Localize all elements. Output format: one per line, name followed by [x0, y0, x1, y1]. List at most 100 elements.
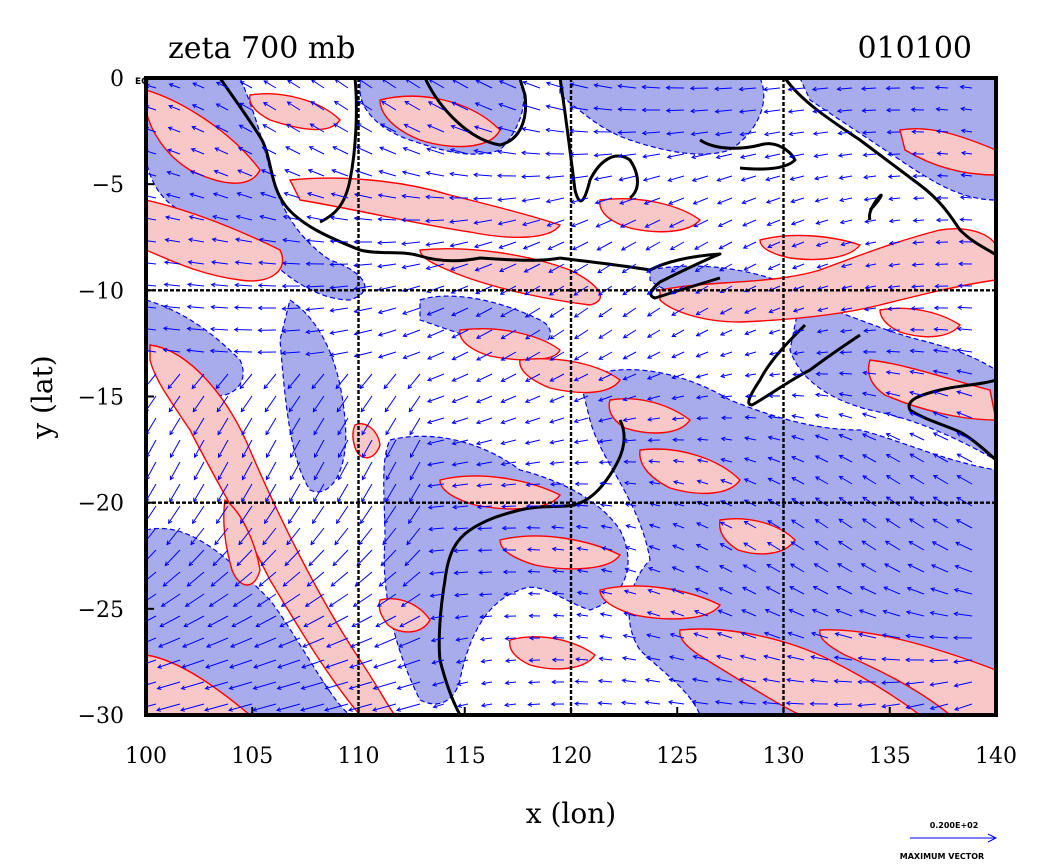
wind-vector-head	[816, 329, 822, 334]
wind-vector-head	[325, 664, 331, 669]
wind-vector	[146, 240, 157, 243]
wind-vector-head	[885, 453, 891, 459]
wind-vector	[906, 703, 925, 709]
wind-vector-head	[480, 702, 486, 708]
wind-vector-head	[184, 602, 190, 607]
wind-vector-head	[861, 540, 867, 545]
wind-vector-head	[622, 334, 628, 339]
wind-vector	[550, 395, 565, 403]
x-axis-ticks: 100 105 110 115 120 125 130 135 140	[125, 707, 1017, 769]
wind-vector-head	[305, 261, 311, 267]
wind-vector	[668, 701, 685, 705]
wind-vector	[745, 351, 757, 356]
wind-vector-head	[282, 214, 288, 220]
wind-vector	[217, 483, 229, 502]
wind-vector-head	[552, 635, 558, 641]
wind-vector	[451, 307, 469, 316]
wind-vector	[909, 412, 925, 419]
wind-vector-head	[934, 283, 940, 289]
wind-vector	[834, 680, 853, 683]
wind-vector-head	[449, 171, 455, 177]
wind-vector	[769, 351, 781, 355]
wind-vector	[672, 417, 685, 420]
wind-vector	[505, 637, 517, 640]
wind-vector-head	[912, 218, 918, 223]
wind-vector-head	[641, 130, 647, 136]
wind-vector-head	[304, 602, 310, 607]
wind-vector	[863, 175, 877, 179]
wind-vector	[403, 571, 421, 587]
wind-vector	[741, 175, 757, 181]
wind-vector	[744, 499, 757, 507]
wind-vector-head	[432, 703, 438, 709]
wind-vector	[574, 307, 589, 318]
wind-vector	[577, 591, 589, 595]
wind-vector-head	[498, 80, 504, 85]
wind-vector-head	[528, 635, 534, 641]
wind-vector	[165, 239, 181, 243]
y-tick-label--10: −10	[78, 279, 124, 304]
wind-vector-head	[864, 285, 870, 290]
wind-vector-head	[449, 243, 455, 248]
wind-vector-head	[330, 582, 336, 587]
vector-legend: 0.200E+02 MAXIMUM VECTOR	[900, 821, 998, 861]
wind-vector-head	[765, 586, 771, 591]
wind-vector	[647, 351, 661, 359]
wind-vector	[742, 197, 757, 204]
wind-vector	[817, 263, 829, 269]
wind-vector	[742, 586, 757, 595]
wind-vector-head	[404, 100, 410, 106]
wind-vector-head	[276, 685, 282, 690]
wind-vector	[792, 415, 805, 419]
wind-vector-head	[210, 582, 216, 587]
wind-vector-head	[623, 459, 629, 465]
wind-vector-head	[377, 332, 383, 337]
wind-vector-head	[253, 664, 259, 669]
wind-vector-head	[241, 430, 246, 436]
wind-vector-head	[789, 586, 795, 591]
wind-vector-head	[472, 196, 478, 202]
wind-vector-head	[157, 664, 163, 669]
wind-vector-head	[619, 200, 625, 205]
wind-vector	[476, 373, 493, 382]
wind-vector	[410, 439, 421, 458]
wind-vector-head	[522, 245, 528, 250]
wind-vector-head	[212, 561, 218, 567]
wind-vector-head	[430, 615, 436, 621]
wind-vector	[255, 615, 277, 627]
wind-vector	[180, 703, 205, 711]
wind-vector	[764, 131, 781, 136]
wind-vector	[188, 238, 205, 243]
wind-vector	[476, 329, 493, 339]
wind-vector	[623, 351, 637, 360]
y-tick-label-0: 0	[110, 67, 124, 92]
wind-vector	[570, 106, 589, 111]
wind-vector-head	[409, 475, 414, 481]
wind-vector	[428, 483, 445, 487]
wind-vector-head	[647, 437, 653, 443]
wind-vector-head	[742, 564, 748, 569]
wind-vector	[864, 329, 877, 332]
wind-vector-head	[353, 262, 359, 268]
wind-vector-head	[814, 497, 820, 502]
wind-vector	[312, 505, 325, 524]
wind-vector-head	[909, 411, 915, 417]
wind-vector-head	[888, 196, 894, 202]
wind-vector-head	[694, 245, 700, 250]
wind-vector	[261, 169, 277, 177]
wind-vector	[192, 395, 205, 412]
wind-vector	[193, 461, 205, 480]
wind-vector-head	[738, 677, 744, 682]
wind-vector	[307, 192, 325, 199]
wind-vector-head	[239, 384, 245, 390]
wind-vector-head	[338, 453, 343, 459]
wind-vector-head	[764, 608, 770, 614]
wind-vector	[453, 505, 469, 508]
wind-vector-head	[834, 632, 840, 637]
wind-vector-head	[191, 104, 197, 109]
wind-vector-head	[743, 478, 749, 483]
wind-vector	[478, 549, 493, 552]
wind-vector	[576, 525, 589, 529]
wind-vector-head	[451, 440, 457, 446]
wind-vector	[741, 632, 757, 639]
